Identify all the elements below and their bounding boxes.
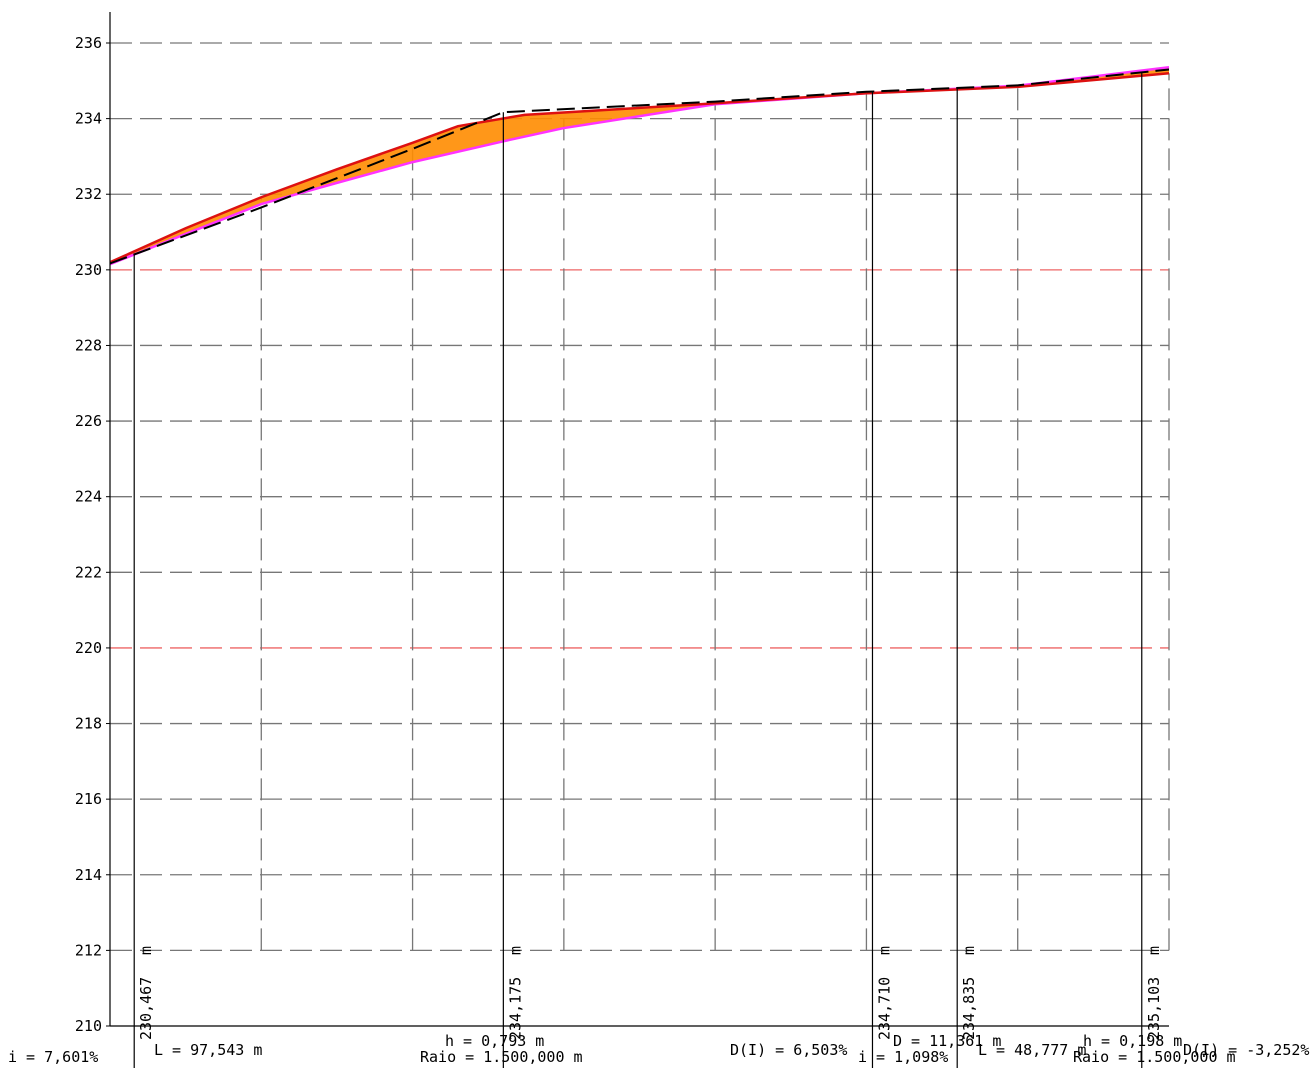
marker-unit-2: m [875, 946, 893, 955]
y-tick-label-214: 214 [75, 866, 102, 884]
axes: 236 234 232 230 228 226 224 222 220 218 216 214 212 2… [75, 12, 1169, 1035]
annotation-L1: L = 97,543 m [154, 1041, 262, 1059]
marker-value-1: 234,175 [506, 977, 524, 1040]
marker-unit-0: m [137, 946, 155, 955]
marker-unit-3: m [960, 946, 978, 955]
marker-value-2: 234,710 [875, 977, 893, 1040]
annotation-i2: i = 1,098% [858, 1048, 948, 1066]
cut-fill-area [110, 67, 1169, 265]
y-tick-label-228: 228 [75, 336, 102, 354]
annotation-d2: D(I) = -3,252% [1183, 1041, 1309, 1059]
y-tick-label-232: 232 [75, 185, 102, 203]
vertical-markers: 230,467 m 234,175 m 234,710 m 234,835 m 235,103 m [133, 72, 1163, 1068]
annotation-h1: h = 0,793 m [445, 1032, 544, 1050]
y-tick-label-230: 230 [75, 261, 102, 279]
y-tick-label-218: 218 [75, 715, 102, 733]
y-tick-label-216: 216 [75, 790, 102, 808]
y-tick-label-236: 236 [75, 34, 102, 52]
y-tick-label-210: 210 [75, 1017, 102, 1035]
annotation-raio2: Raio = 1.500,000 m [1073, 1048, 1236, 1066]
annotation-L2: L = 48,777 m [978, 1041, 1086, 1059]
series-layer [109, 65, 1170, 266]
cut-fill-polygon [110, 67, 1169, 265]
y-tick-label-212: 212 [75, 941, 102, 959]
annotation-raio1: Raio = 1.500,000 m [420, 1048, 583, 1066]
annotation-d1: D(I) = 6,503% [730, 1041, 847, 1059]
y-tick-label-224: 224 [75, 488, 102, 506]
y-tick-label-234: 234 [75, 110, 102, 128]
marker-value-4: 235,103 [1145, 977, 1163, 1040]
y-tick-label-226: 226 [75, 412, 102, 430]
series-line-terrain-dashed [109, 68, 1170, 265]
bottom-annotations: i = 7,601% L = 97,543 m h = 0,793 m Raio… [8, 1032, 1309, 1066]
marker-unit-4: m [1145, 946, 1163, 955]
annotation-h2: h = 0,198 m [1083, 1032, 1182, 1050]
series-line-profile-red [109, 72, 1170, 264]
marker-unit-1: m [506, 946, 524, 955]
y-tick-label-220: 220 [75, 639, 102, 657]
y-tick-label-222: 222 [75, 563, 102, 581]
annotation-i1: i = 7,601% [8, 1048, 98, 1066]
series-line-profile-magenta [109, 65, 1170, 266]
grid-layer [110, 42, 1170, 952]
marker-value-0: 230,467 [137, 977, 155, 1040]
annotation-D2: D = 11,361 m [893, 1032, 1001, 1050]
marker-value-3: 234,835 [960, 977, 978, 1040]
